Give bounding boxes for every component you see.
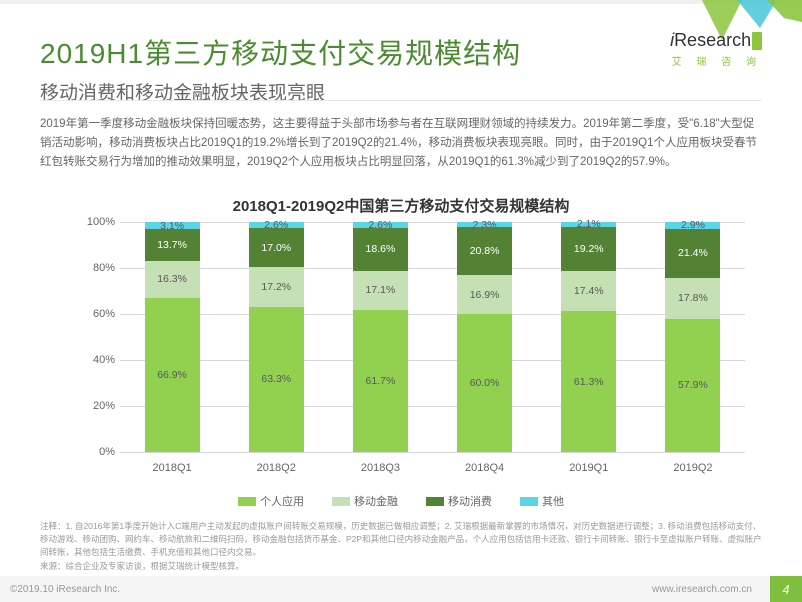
footer: ©2019.10 iResearch Inc. www.iresearch.co… [0, 576, 802, 602]
logo-subtitle: 艾 瑞 咨 询 [670, 53, 762, 68]
page-title: 2019H1第三方移动支付交易规模结构 [40, 32, 521, 72]
logo-main-text: Research [674, 30, 751, 50]
legend-item: 个人应用 [238, 493, 304, 509]
stacked-bar: 57.9%17.8%21.4%2.9% [665, 222, 720, 452]
footer-url: www.iresearch.com.cn [652, 584, 752, 595]
bar-segment: 17.2% [249, 267, 304, 307]
copyright: ©2019.10 iResearch Inc. [10, 584, 120, 595]
legend-item: 移动金融 [332, 493, 398, 509]
bar-segment: 17.4% [561, 271, 616, 311]
stacked-bar-chart: 0%20%40%60%80%100% 66.9%16.3%13.7%3.1%20… [75, 222, 755, 487]
title-divider [40, 100, 762, 101]
bar-group: 60.0%16.9%20.8%2.3%2018Q4 [433, 222, 537, 452]
bar-segment: 19.2% [561, 227, 616, 271]
stacked-bar: 63.3%17.2%17.0%2.6% [249, 222, 304, 452]
page-number: 4 [770, 576, 802, 602]
x-axis-label: 2018Q4 [465, 462, 504, 474]
x-axis-label: 2018Q1 [153, 462, 192, 474]
legend-item: 其他 [520, 493, 564, 509]
bar-segment: 17.8% [665, 278, 720, 319]
y-tick-label: 40% [93, 354, 115, 366]
y-tick-label: 0% [99, 446, 115, 458]
y-tick-label: 80% [93, 262, 115, 274]
legend-label: 其他 [542, 493, 564, 509]
body-paragraph: 2019年第一季度移动金融板块保持回暖态势，这主要得益于头部市场参与者在互联网理… [40, 115, 762, 172]
bar-group: 57.9%17.8%21.4%2.9%2019Q2 [641, 222, 745, 452]
bar-segment: 66.9% [145, 298, 200, 452]
bar-segment: 61.3% [561, 311, 616, 452]
footnote: 注释：1. 自2016年第1季度开始计入C端用户主动发起的虚拟账户间转账交易规模… [40, 520, 762, 573]
y-axis: 0%20%40%60%80%100% [75, 222, 120, 452]
bar-segment: 17.0% [249, 228, 304, 267]
legend-swatch [426, 497, 444, 506]
legend-item: 移动消费 [426, 493, 492, 509]
stacked-bar: 61.7%17.1%18.6%2.6% [353, 222, 408, 452]
bar-segment: 2.9% [665, 222, 720, 229]
bar-segment: 16.9% [457, 275, 512, 314]
x-axis-label: 2018Q3 [361, 462, 400, 474]
logo-accent-box [752, 32, 762, 50]
bar-group: 63.3%17.2%17.0%2.6%2018Q2 [224, 222, 328, 452]
bar-group: 61.7%17.1%18.6%2.6%2018Q3 [328, 222, 432, 452]
legend-swatch [332, 497, 350, 506]
bar-segment: 63.3% [249, 307, 304, 452]
chart-title: 2018Q1-2019Q2中国第三方移动支付交易规模结构 [0, 195, 802, 216]
stacked-bar: 60.0%16.9%20.8%2.3% [457, 222, 512, 452]
bar-segment: 21.4% [665, 229, 720, 278]
legend-label: 个人应用 [260, 493, 304, 509]
bar-segment: 60.0% [457, 314, 512, 452]
grid-line [120, 452, 745, 453]
brand-logo: iResearch 艾 瑞 咨 询 [670, 30, 762, 68]
y-tick-label: 100% [87, 216, 115, 228]
bar-segment: 16.3% [145, 261, 200, 298]
bar-segment: 20.8% [457, 227, 512, 275]
bar-segment: 13.7% [145, 229, 200, 261]
legend-label: 移动消费 [448, 493, 492, 509]
legend-label: 移动金融 [354, 493, 398, 509]
stacked-bar: 61.3%17.4%19.2%2.1% [561, 222, 616, 452]
legend-swatch [520, 497, 538, 506]
plot-area: 66.9%16.3%13.7%3.1%2018Q163.3%17.2%17.0%… [120, 222, 745, 452]
logo-text: iResearch [670, 30, 762, 51]
bar-segment: 3.1% [145, 222, 200, 229]
legend: 个人应用 移动金融 移动消费 其他 [0, 493, 802, 509]
bar-group: 66.9%16.3%13.7%3.1%2018Q1 [120, 222, 224, 452]
stacked-bar: 66.9%16.3%13.7%3.1% [145, 222, 200, 452]
bar-segment: 61.7% [353, 310, 408, 452]
bar-group: 61.3%17.4%19.2%2.1%2019Q1 [537, 222, 641, 452]
bar-segment: 17.1% [353, 271, 408, 310]
bar-segment: 57.9% [665, 319, 720, 452]
x-axis-label: 2019Q2 [673, 462, 712, 474]
legend-swatch [238, 497, 256, 506]
y-tick-label: 60% [93, 308, 115, 320]
x-axis-label: 2019Q1 [569, 462, 608, 474]
bar-segment: 18.6% [353, 228, 408, 271]
x-axis-label: 2018Q2 [257, 462, 296, 474]
y-tick-label: 20% [93, 400, 115, 412]
